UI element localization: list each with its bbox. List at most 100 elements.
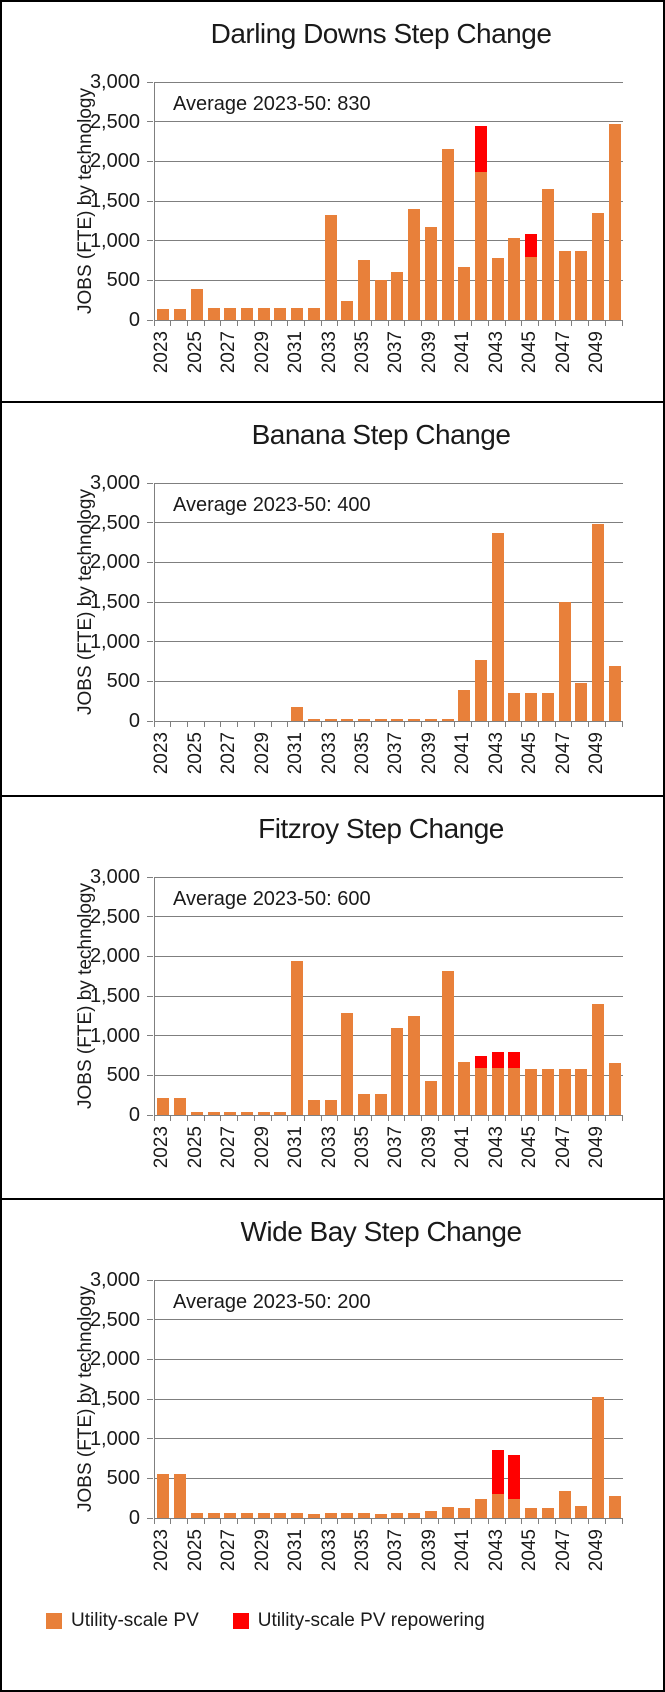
y-axis-tick-label: 2,000: [89, 1348, 140, 1371]
bar-repowering-2044: [508, 1052, 521, 1069]
legend-item-repowering: Utility-scale PV repowering: [232, 1610, 485, 1632]
gridline: [155, 561, 623, 563]
x-axis-tick: [370, 1519, 372, 1524]
x-axis-tick: [337, 1519, 339, 1524]
y-axis-tick: [147, 561, 153, 563]
x-axis-tick-label: 2047: [552, 1529, 574, 1572]
bar-pv-2045: [525, 1508, 538, 1518]
bar-pv-2044: [508, 237, 521, 320]
bar-pv-2023: [157, 1097, 170, 1115]
gridline: [155, 482, 623, 484]
bar-pv-2048: [575, 682, 588, 721]
bar-pv-2047: [558, 1069, 571, 1115]
y-axis-tick-label: 3,000: [89, 866, 140, 888]
bar-pv-2038: [408, 1015, 421, 1115]
x-axis-tick: [420, 321, 422, 326]
bar-pv-2050: [608, 1062, 621, 1115]
x-axis-tick: [303, 1519, 305, 1524]
x-axis-tick: [404, 321, 406, 326]
x-axis-tick-label: 2033: [318, 1126, 340, 1169]
x-axis-tick: [370, 722, 372, 727]
x-axis-tick: [537, 1116, 539, 1121]
bar-pv-2037: [391, 718, 404, 721]
x-axis-tick-label: 2027: [218, 732, 240, 775]
x-axis-tick: [521, 1519, 523, 1524]
x-axis-tick: [287, 1116, 289, 1121]
bar-pv-2023: [157, 1473, 170, 1518]
bar-pv-2039: [424, 1080, 437, 1115]
chart-panel-darling-downs: Darling Downs Step Change JOBS (FTE) by …: [0, 0, 665, 403]
y-axis-tick: [147, 160, 153, 162]
x-axis-tick-label: 2035: [351, 1126, 373, 1169]
x-axis-tick: [437, 722, 439, 727]
x-axis-tick: [153, 1116, 155, 1121]
x-axis-tick: [604, 321, 606, 326]
bar-pv-2037: [391, 1027, 404, 1115]
x-axis-tick: [253, 321, 255, 326]
bar-pv-2031: [291, 706, 304, 721]
bar-pv-2032: [307, 1513, 320, 1518]
bar-pv-2049: [591, 524, 604, 721]
y-axis-tick: [147, 121, 153, 123]
x-axis-tick-label: 2041: [452, 331, 474, 374]
x-axis-tick: [153, 321, 155, 326]
x-axis-tick-label: 2047: [552, 331, 574, 374]
bar-pv-2025: [190, 1512, 203, 1518]
x-axis-tick: [170, 722, 172, 727]
x-axis-tick: [487, 1116, 489, 1121]
bar-pv-2046: [541, 189, 554, 320]
y-axis-tick: [147, 1398, 153, 1400]
gridline: [155, 601, 623, 603]
bar-pv-2029: [257, 1513, 270, 1518]
x-axis-tick: [203, 1519, 205, 1524]
gridline: [155, 160, 623, 162]
x-axis-tick: [186, 1116, 188, 1121]
y-axis-tick-label: 0: [128, 1507, 140, 1529]
bar-pv-2034: [341, 1013, 354, 1115]
x-axis-tick: [320, 321, 322, 326]
y-axis-tick: [147, 1438, 153, 1440]
bar-pv-2043: [491, 1494, 504, 1518]
x-axis-tick-label: 2037: [385, 1126, 407, 1169]
chart-panel-fitzroy: Fitzroy Step Change JOBS (FTE) by techno…: [0, 797, 665, 1200]
bar-pv-2045: [525, 1069, 538, 1115]
gridline: [155, 1279, 623, 1281]
bar-pv-2035: [357, 719, 370, 721]
bar-pv-2048: [575, 1069, 588, 1115]
average-annotation: Average 2023-50: 600: [167, 885, 381, 916]
y-axis-tick: [147, 200, 153, 202]
x-axis-tick: [571, 722, 573, 727]
x-axis-tick: [220, 722, 222, 727]
bar-pv-2024: [174, 308, 187, 320]
x-axis-tick-label: 2025: [184, 1126, 206, 1169]
y-axis-tick: [147, 482, 153, 484]
x-axis-tick: [186, 321, 188, 326]
gridline: [155, 200, 623, 202]
bar-pv-2036: [374, 1513, 387, 1518]
x-axis-tick-label: 2037: [385, 331, 407, 374]
bar-pv-2034: [341, 1513, 354, 1518]
legend-item-pv: Utility-scale PV: [46, 1610, 199, 1632]
bar-pv-2027: [224, 1111, 237, 1115]
x-axis-tick: [588, 1519, 590, 1524]
y-axis-tick: [147, 522, 153, 524]
x-axis-tick: [287, 722, 289, 727]
bar-repowering-2042: [474, 1056, 487, 1069]
x-axis-tick: [420, 722, 422, 727]
legend: Utility-scale PV Utility-scale PV repowe…: [46, 1610, 485, 1632]
x-axis-tick: [554, 321, 556, 326]
bar-pv-2048: [575, 250, 588, 320]
x-axis-tick: [504, 1116, 506, 1121]
x-axis-tick: [320, 1519, 322, 1524]
x-axis-tick-label: 2031: [285, 732, 307, 775]
x-axis-tick: [554, 722, 556, 727]
gridline: [155, 279, 623, 281]
bar-pv-2042: [474, 659, 487, 721]
bar-pv-2050: [608, 124, 621, 320]
x-axis-tick: [253, 1519, 255, 1524]
bar-pv-2031: [291, 961, 304, 1115]
x-axis-tick: [454, 1116, 456, 1121]
x-axis-tick-label: 2049: [585, 1126, 607, 1169]
bar-pv-2047: [558, 250, 571, 320]
x-axis-tick-label: 2037: [385, 1529, 407, 1572]
